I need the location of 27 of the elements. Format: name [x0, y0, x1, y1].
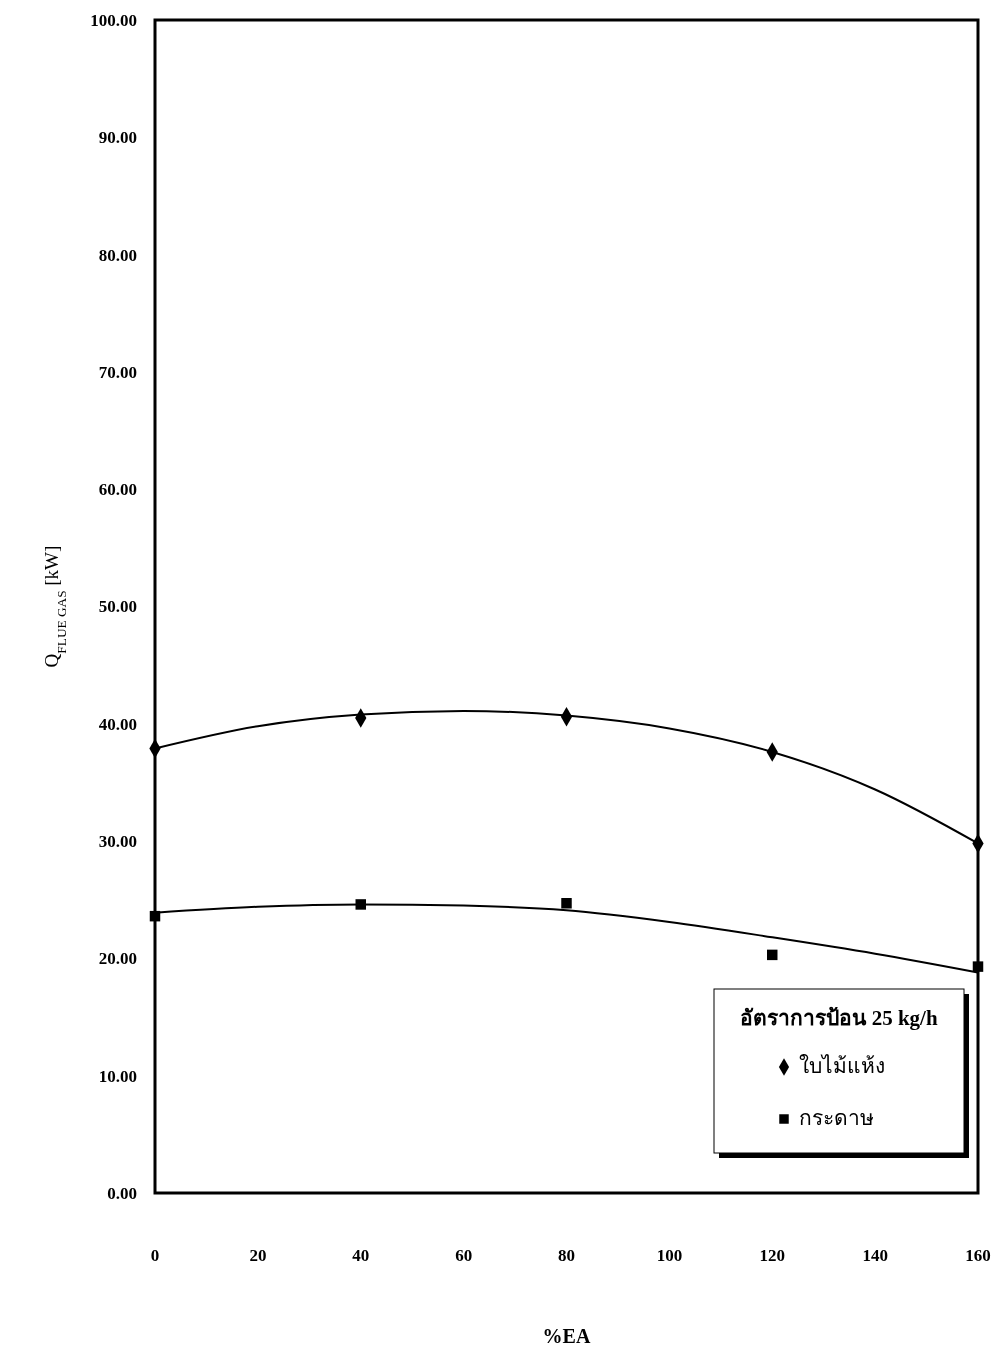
- x-tick-label: 0: [150, 1246, 160, 1265]
- x-tick-label: 140: [862, 1246, 888, 1265]
- x-tick-label: 80: [558, 1246, 575, 1265]
- y-tick-label: 40.00: [98, 714, 137, 734]
- x-tick-label: 20: [249, 1246, 267, 1265]
- x-axis-title: %EA: [542, 1325, 591, 1347]
- y-tick-label: 0.00: [107, 1183, 137, 1203]
- x-tick-label: 40: [352, 1246, 370, 1265]
- point: [767, 949, 778, 961]
- y-tick-label: 90.00: [98, 128, 137, 148]
- y-tick-label: 50.00: [98, 597, 137, 617]
- x-tick-label: 100: [656, 1246, 683, 1265]
- legend-label: กระดาษ: [799, 1106, 874, 1130]
- y-tick-label: 10.00: [98, 1066, 137, 1086]
- y-tick-label: 80.00: [98, 245, 137, 265]
- y-tick-label: 20.00: [98, 949, 137, 969]
- x-tick-label: 120: [759, 1246, 785, 1265]
- y-tick-label: 30.00: [98, 832, 137, 852]
- x-tick-label: 60: [455, 1246, 473, 1265]
- legend-title: อัตราการป้อน 25 kg/h: [740, 1006, 938, 1030]
- point: [972, 961, 984, 972]
- legend-label: ใบไม้แห้ง: [799, 1054, 885, 1078]
- x-tick-label: 160: [965, 1246, 991, 1265]
- y-tick-label: 70.00: [98, 362, 137, 382]
- y-tick-label: 60.00: [98, 480, 137, 500]
- y-tick-label: 100.00: [90, 10, 137, 30]
- point: [561, 898, 572, 909]
